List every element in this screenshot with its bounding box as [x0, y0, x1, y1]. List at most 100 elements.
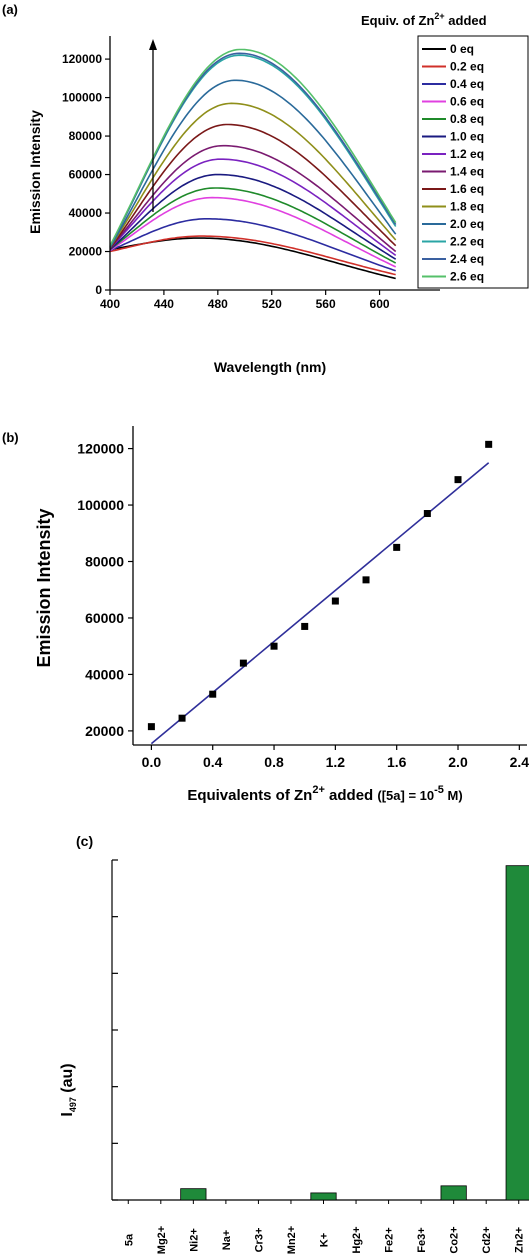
data-point — [423, 510, 431, 518]
series-line-4 — [109, 187, 397, 264]
panel-b-label: (b) — [2, 430, 19, 445]
legend-entry: 0.6 eq — [450, 95, 484, 109]
series-line-8 — [109, 123, 397, 250]
x-tick-label: 480 — [208, 297, 228, 311]
panel-b: (b) Emission Intensity Equivalents of Zn… — [2, 426, 529, 804]
legend-entry: 0.2 eq — [450, 60, 484, 74]
x-tick-label: 1.6 — [387, 754, 407, 770]
y-tick-label: 60000 — [69, 168, 103, 182]
plot-area-a: 0 20000 40000 60000 80000 100000 120000 400 440 4… — [62, 35, 529, 311]
legend-title: Equiv. of Zn2+ added — [361, 11, 487, 28]
category-label: 5a — [123, 1233, 135, 1246]
series-line-10 — [109, 79, 397, 249]
series-line-3 — [109, 196, 397, 268]
legend-entry: 0.8 eq — [450, 112, 484, 126]
y-label-unit: (au) — [59, 1063, 76, 1097]
series-line-5 — [109, 173, 397, 260]
legend-entry: 0 eq — [450, 42, 474, 56]
legend-entry: 1.4 eq — [450, 165, 484, 179]
data-point — [393, 543, 401, 551]
x-tick-label: 1.2 — [326, 754, 346, 770]
series-line-2 — [109, 218, 396, 272]
panel-c: (c) I497 (au) 5a Mg2+ Ni2+ Na+ Cr3+ Mn2+ K+ Hg2… — [59, 833, 529, 1254]
bar — [310, 1192, 337, 1201]
series-line-6 — [109, 158, 397, 257]
category-label: Mn2+ — [286, 1226, 298, 1254]
data-point — [485, 440, 493, 448]
plot-area-b: 20000 40000 60000 80000 100000 120000 0.0 0.4 0.… — [77, 426, 529, 770]
bar — [505, 865, 529, 1201]
legend-entry: 1.2 eq — [450, 147, 484, 161]
x-label-mid: added — [325, 787, 378, 804]
data-point — [178, 714, 186, 722]
x-tick-label: 2.4 — [510, 754, 529, 770]
category-label: Co2+ — [449, 1226, 461, 1253]
legend-title-sup: 2+ — [434, 11, 444, 21]
x-tick-label: 440 — [154, 297, 174, 311]
y-axis-label: I497 (au) — [59, 1063, 78, 1116]
legend: 0 eq 0.2 eq 0.4 eq 0.6 eq 0.8 eq 1.0 eq 1.2 eq… — [417, 35, 529, 289]
legend-entry: 1.6 eq — [450, 182, 484, 196]
x-label-prefix: Equivalents of Zn — [187, 787, 312, 804]
category-label: Ni2+ — [188, 1228, 200, 1252]
y-axis-label: Emission Intensity — [27, 110, 43, 234]
category-label: Cr3+ — [253, 1228, 265, 1253]
data-point — [270, 642, 278, 650]
x-label-sup: 2+ — [312, 784, 325, 796]
plot-area-c: 5a Mg2+ Ni2+ Na+ Cr3+ Mn2+ K+ Hg2+ Fe2+ Fe3+ Co2+ C… — [111, 859, 529, 1254]
y-tick-label: 40000 — [69, 206, 103, 220]
legend-entry: 2.0 eq — [450, 217, 484, 231]
y-tick-label: 20000 — [85, 723, 124, 739]
x-tick-label: 560 — [316, 297, 336, 311]
legend-entry: 1.8 eq — [450, 200, 484, 214]
category-label: Mg2+ — [156, 1226, 168, 1254]
category-label: Hg2+ — [351, 1226, 363, 1253]
data-point — [331, 597, 339, 605]
category-label: Fe2+ — [384, 1227, 396, 1252]
y-tick-label: 100000 — [62, 91, 102, 105]
legend-box — [417, 35, 529, 289]
legend-title-prefix: Equiv. of Zn — [361, 13, 434, 28]
x-tick-label: 0.4 — [203, 754, 223, 770]
y-tick-label: 80000 — [85, 554, 124, 570]
y-tick-label: 120000 — [77, 441, 124, 457]
x-axis-label: Wavelength (nm) — [214, 359, 326, 375]
data-point — [239, 659, 247, 667]
y-label-sub: 497 — [68, 1097, 78, 1112]
y-tick-label: 60000 — [85, 610, 124, 626]
y-tick-label: 80000 — [69, 129, 103, 143]
category-label: Zn2+ — [514, 1227, 526, 1253]
legend-entry: 1.0 eq — [450, 130, 484, 144]
data-point — [362, 576, 370, 584]
y-label-main: I — [59, 1112, 76, 1116]
series-line-0 — [109, 237, 396, 280]
series-line-1 — [109, 235, 396, 276]
x-tick-label: 520 — [262, 297, 282, 311]
bar — [180, 1188, 207, 1201]
panel-a: (a) Equiv. of Zn2+ added Emission Intens… — [2, 2, 529, 375]
category-label: Na+ — [221, 1230, 233, 1251]
series-line-7 — [109, 144, 397, 253]
legend-entry: 2.4 eq — [450, 252, 484, 266]
x-label-paren-prefix: ([5a] = 10 — [377, 788, 434, 803]
panel-c-label: (c) — [76, 833, 93, 849]
x-tick-label: 600 — [370, 297, 390, 311]
x-label-paren-sup: -5 — [434, 784, 444, 796]
y-axis-label: Emission Intensity — [34, 508, 54, 667]
y-tick-label: 100000 — [77, 497, 124, 513]
fit-line — [150, 462, 490, 745]
data-point — [209, 690, 217, 698]
y-tick-label: 0 — [95, 283, 102, 297]
legend-entry: 2.6 eq — [450, 270, 484, 284]
increase-arrow-head — [149, 39, 157, 50]
x-tick-label: 400 — [100, 297, 120, 311]
y-tick-label: 20000 — [69, 245, 103, 259]
data-point — [454, 476, 462, 484]
series-line-13 — [109, 48, 397, 247]
category-label: Cd2+ — [481, 1226, 493, 1253]
legend-entry: 2.2 eq — [450, 235, 484, 249]
data-point — [147, 723, 155, 731]
bar — [440, 1185, 467, 1201]
x-tick-label: 2.0 — [448, 754, 468, 770]
